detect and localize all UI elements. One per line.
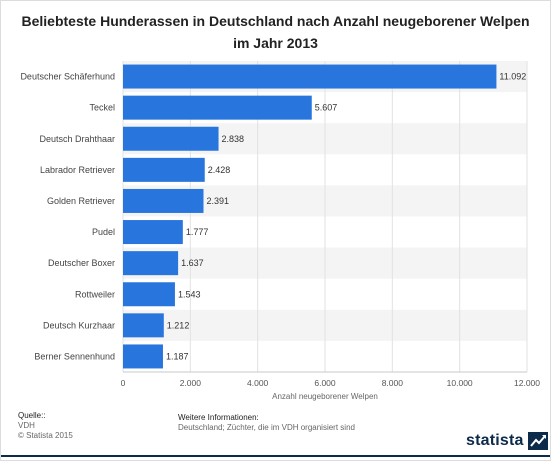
brand-name: statista (466, 432, 524, 449)
x-tick-label: 12.000 (514, 378, 540, 388)
bottom-rule (1, 455, 550, 457)
x-tick-label: 10.000 (447, 378, 473, 388)
bar (123, 344, 163, 369)
info-text: Deutschland; Züchter, die im VDH organis… (178, 423, 355, 432)
value-label: 2.391 (206, 196, 229, 206)
value-label: 1.187 (166, 351, 189, 361)
value-label: 5.607 (315, 103, 338, 113)
category-label: Deutscher Schäferhund (20, 72, 115, 82)
chart-title: Beliebteste Hunderassen in Deutschland n… (21, 13, 530, 51)
source-heading: Quelle:: (18, 411, 46, 420)
category-label: Labrador Retriever (40, 165, 115, 175)
bar (123, 282, 175, 307)
bar (123, 188, 204, 213)
statista-arrow-icon (527, 432, 548, 450)
x-tick-label: 4.000 (247, 378, 269, 388)
category-label: Teckel (89, 103, 115, 113)
bar (123, 126, 219, 151)
x-axis-title: Anzahl neugeborener Welpen (272, 392, 378, 401)
category-label: Berner Sennenhund (34, 351, 115, 361)
value-label: 2.838 (222, 134, 245, 144)
copyright-line: © Statista 2015 (18, 431, 73, 440)
value-label: 1.777 (186, 227, 209, 237)
source-line: VDH (18, 421, 35, 430)
value-label: 2.428 (208, 165, 231, 175)
category-label: Deutsch Kurzhaar (43, 320, 115, 330)
bar (123, 157, 205, 182)
info-block: Weitere Informationen: Deutschland; Züch… (178, 413, 355, 433)
x-tick-label: 2.000 (180, 378, 202, 388)
source-block: Quelle:: VDH © Statista 2015 (18, 411, 73, 441)
value-label: 1.543 (178, 289, 201, 299)
value-label: 1.212 (167, 320, 190, 330)
bar (123, 251, 179, 276)
bar (123, 64, 497, 89)
bar (123, 313, 164, 338)
category-label: Deutscher Boxer (48, 258, 115, 268)
category-label: Golden Retriever (47, 196, 115, 206)
info-heading: Weitere Informationen: (178, 413, 259, 422)
value-label: 1.637 (181, 258, 204, 268)
x-tick-label: 8.000 (382, 378, 404, 388)
x-tick-label: 6.000 (314, 378, 336, 388)
category-label: Pudel (92, 227, 115, 237)
category-label: Rottweiler (75, 289, 115, 299)
category-label: Deutsch Drahthaar (39, 134, 115, 144)
bar (123, 220, 183, 245)
bar (123, 95, 312, 120)
statista-logo[interactable]: statista (466, 430, 549, 452)
value-label: 11.092 (499, 72, 526, 82)
x-tick-label: 0 (121, 378, 126, 388)
